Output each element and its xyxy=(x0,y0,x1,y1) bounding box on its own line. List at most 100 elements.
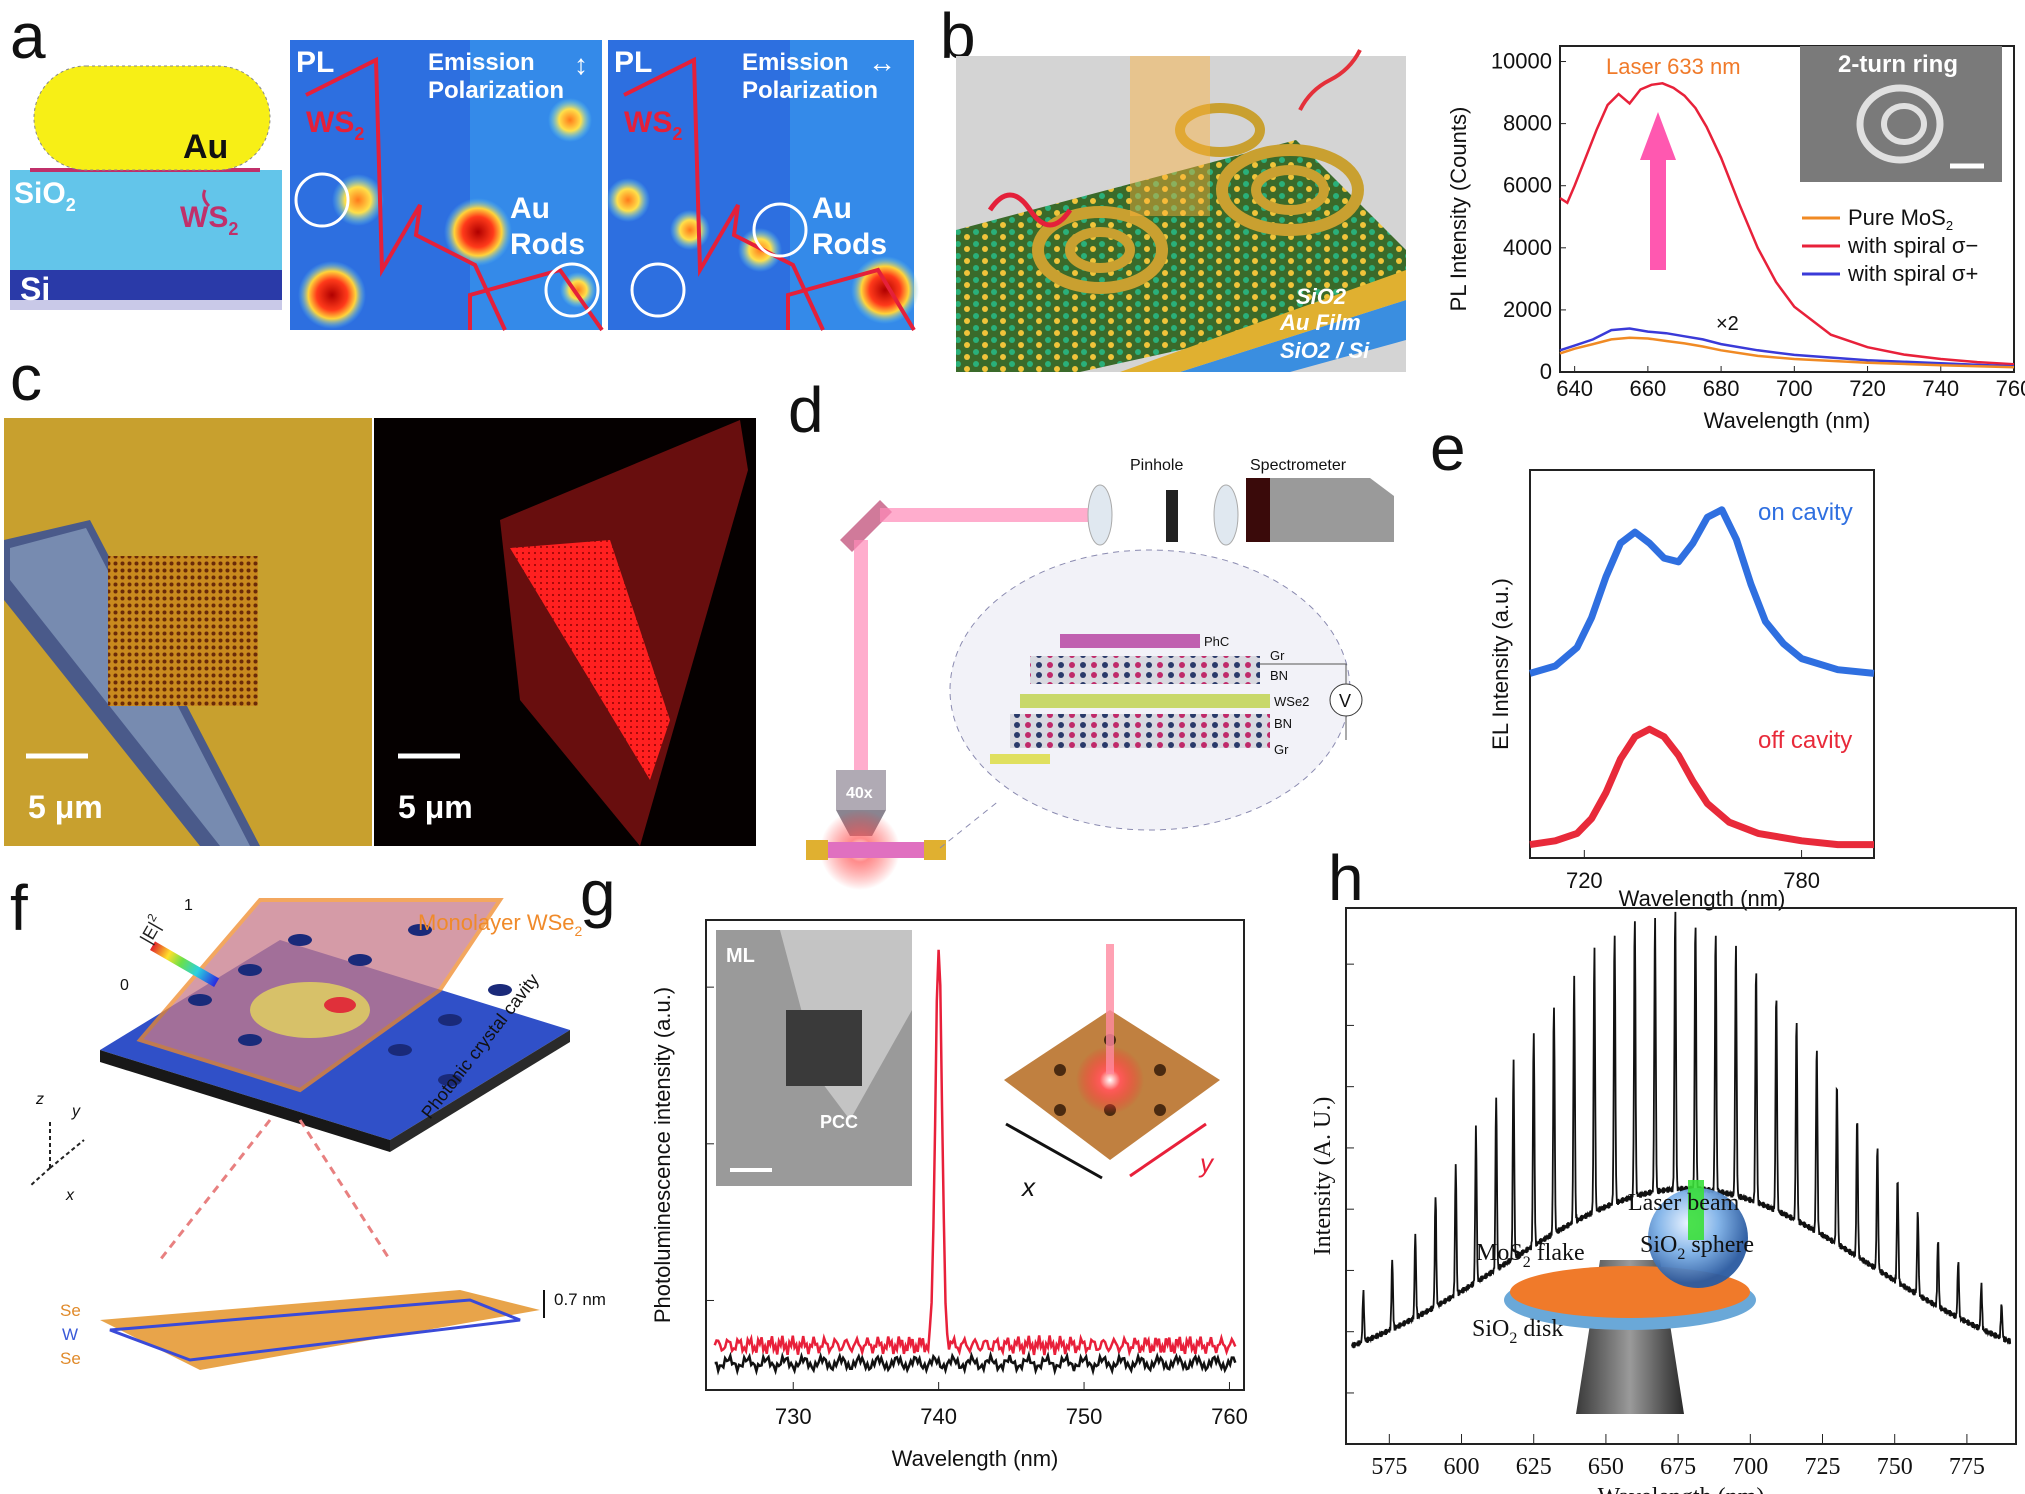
lens xyxy=(1213,484,1239,546)
emission-label: Emission xyxy=(742,49,849,76)
bn-layer xyxy=(1030,656,1260,684)
legend-entry: Pure MoS2 xyxy=(1848,205,1953,233)
sio2-label: SiO2 xyxy=(1296,284,1347,309)
electrode xyxy=(924,840,946,860)
monolayer-label: Monolayer WSe2 xyxy=(418,910,583,939)
x-tick-label: 660 xyxy=(1630,376,1667,401)
legend-entry: with spiral σ+ xyxy=(1847,261,1978,286)
x-axis-label: Wavelength (nm) xyxy=(1704,408,1871,433)
x-tick-label: 600 xyxy=(1444,1454,1480,1480)
x-tick-label: 730 xyxy=(775,1404,812,1429)
atom-label-se: Se xyxy=(60,1349,81,1368)
spiral-ring xyxy=(1881,103,1927,145)
voltage-label: V xyxy=(1339,691,1351,711)
x-tick-label: 575 xyxy=(1371,1454,1407,1480)
spectrometer-label: Spectrometer xyxy=(1250,457,1347,474)
x-tick-label: 725 xyxy=(1805,1454,1841,1480)
sio2-layer xyxy=(10,170,282,270)
series-label: off cavity xyxy=(1758,727,1852,754)
chart-b: 640 660 680 700 720 740 760 0 2000 4000 6000 8000 10… xyxy=(1446,45,2025,433)
atom-label-w: W xyxy=(62,1325,78,1344)
spiral-antenna xyxy=(1032,206,1168,294)
rod-marker xyxy=(752,202,808,258)
spiral-ring xyxy=(1856,84,1944,164)
layer-labels: PhC Gr BN WSe2 BN Gr xyxy=(1204,634,1309,757)
colorbar-max: 1 xyxy=(184,897,193,914)
panel-b-render: SiO2 Au Film SiO2 / Si xyxy=(956,49,1406,372)
flake-outline xyxy=(305,56,507,331)
y-label: y xyxy=(1198,1148,1215,1178)
air-hole xyxy=(488,984,512,996)
axes-icon xyxy=(29,1120,85,1187)
panel-label-f: f xyxy=(10,872,28,944)
au-film-label: Au Film xyxy=(1279,310,1361,335)
au-label: Au xyxy=(510,192,550,225)
cavity-spot xyxy=(1076,1046,1144,1114)
zoom-line xyxy=(158,1119,272,1261)
series-line xyxy=(1559,327,2015,368)
sphere-label: SiO2 sphere xyxy=(1640,1232,1754,1263)
air-hole xyxy=(1154,1104,1166,1116)
ml-label: ML xyxy=(726,945,755,967)
emission-wave xyxy=(1298,49,1362,111)
au-film-layer xyxy=(1120,270,1406,372)
inset-label: 2-turn ring xyxy=(1838,51,1958,78)
x-tick-label: 780 xyxy=(1783,868,1820,893)
axis-z-label: z xyxy=(35,1091,44,1108)
panel-a-map-2: PL WS2 Emission Polarization ↔ Au Rods xyxy=(606,40,919,332)
laser-beam xyxy=(1688,1180,1704,1240)
flake-outline xyxy=(786,267,916,332)
panel-label-h: h xyxy=(1328,842,1364,914)
rods-label: Rods xyxy=(812,228,887,261)
wse2-lattice xyxy=(100,1290,540,1370)
slab-edge xyxy=(390,1030,570,1152)
beam-path xyxy=(854,540,868,770)
plot-frame xyxy=(1559,45,2015,373)
axis-y-label: y xyxy=(71,1103,81,1120)
colorbar-min: 0 xyxy=(120,977,129,994)
axis-x-label: x xyxy=(65,1187,75,1204)
rod-marker xyxy=(630,262,686,318)
x-tick-label: 775 xyxy=(1949,1454,1985,1480)
enhancement-arrow-icon xyxy=(1640,112,1676,270)
objective-label: 40x xyxy=(846,785,873,802)
mos2-label: MoS2 flake xyxy=(1476,1240,1585,1271)
panel-label-a: a xyxy=(10,0,46,72)
air-hole xyxy=(288,934,312,946)
sio2-si-label: SiO2 / Si xyxy=(1280,338,1370,363)
au-label: Au xyxy=(812,192,852,225)
series-line xyxy=(1529,725,1874,849)
panel-d: d Pinhole Spectrometer 40x PhC Gr BN WSe… xyxy=(788,374,1394,890)
colorbar xyxy=(149,941,220,987)
panel-c-optical: 5 μm xyxy=(4,418,372,846)
spiral-antenna xyxy=(1175,103,1265,157)
y-tick-label: 0 xyxy=(1540,359,1552,384)
series-line xyxy=(1529,506,1875,677)
layer-label: WSe2 xyxy=(1274,694,1309,709)
spectrometer-slit xyxy=(1246,478,1270,542)
bn-layer xyxy=(1010,714,1270,748)
hotspot xyxy=(548,98,592,142)
ws2-label: WS2 xyxy=(306,106,364,144)
plot-frame xyxy=(1345,907,2017,1445)
emission-label: Emission xyxy=(428,49,535,76)
atom-labels: Se W Se xyxy=(60,1301,81,1368)
panel-g: g 730 740 750 760 Wavelength (nm) Photolumine… xyxy=(580,857,1248,1471)
panel-b-inset: 2-turn ring xyxy=(1800,46,2002,182)
rod-marker xyxy=(294,172,350,228)
rods-label: Rods xyxy=(510,228,585,261)
air-hole xyxy=(188,994,212,1006)
gr-contact xyxy=(990,754,1050,764)
x-tick-label: 720 xyxy=(1849,376,1886,401)
emission-wave xyxy=(987,192,1073,228)
flake-outline xyxy=(468,267,604,332)
slab-edge xyxy=(100,1050,390,1152)
mirror xyxy=(840,500,892,552)
disk-label: SiO2 disk xyxy=(1472,1316,1563,1347)
panel-g-sem-inset: ML PCC xyxy=(716,930,912,1186)
si-edge xyxy=(10,300,282,310)
y-axis-label: Intensity (A. U.) xyxy=(1310,1097,1336,1256)
wse2-lattice-bonds xyxy=(109,1298,521,1362)
x-axis-label: Wavelength (nm) xyxy=(1598,1484,1765,1494)
